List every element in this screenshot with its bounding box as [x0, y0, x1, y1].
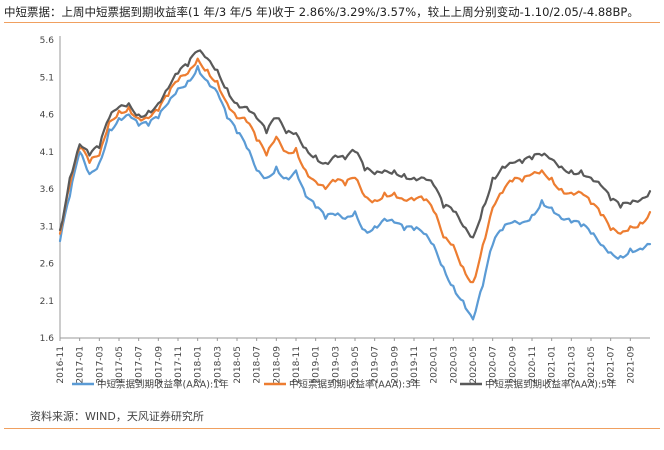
x-tick-label: 2020-03	[449, 346, 459, 384]
x-tick-label: 2018-09	[272, 346, 282, 384]
y-tick-label: 2.1	[40, 297, 54, 307]
x-tick-label: 2018-11	[292, 346, 302, 384]
chart-caption: 中短票据：上周中短票据到期收益率(1 年/3 年/5 年)收于 2.86%/3.…	[4, 5, 639, 19]
series-3y-line	[58, 57, 652, 284]
x-tick-label: 2019-11	[410, 346, 420, 384]
y-tick-label: 5.6	[40, 36, 55, 46]
x-tick-label: 2020-09	[508, 346, 518, 384]
x-tick-label: 2021-09	[626, 346, 636, 384]
x-tick-label: 2017-03	[95, 346, 105, 384]
x-tick-label: 2019-03	[331, 346, 341, 384]
x-tick-label: 2020-11	[528, 346, 538, 384]
x-tick-label: 2021-01	[548, 346, 558, 384]
y-tick-label: 4.1	[40, 148, 54, 158]
legend-label: 中短票据到期收益率(AAA):5年	[485, 379, 617, 391]
top-rule	[4, 22, 660, 23]
x-tick-label: 2019-05	[351, 346, 361, 384]
y-tick-label: 3.6	[40, 185, 55, 195]
series-5y-line	[58, 49, 652, 239]
source-note: 资料来源：WIND，天风证券研究所	[30, 410, 204, 423]
x-tick-label: 2018-07	[253, 346, 263, 384]
y-tick-label: 5.1	[40, 73, 54, 83]
x-tick-label: 2019-07	[371, 346, 381, 384]
x-tick-label: 2021-07	[607, 346, 617, 384]
x-tick-label: 2020-07	[489, 346, 499, 384]
x-tick-label: 2017-07	[135, 346, 145, 384]
y-tick-label: 1.6	[40, 334, 55, 344]
x-tick-label: 2017-05	[115, 346, 125, 384]
x-tick-label: 2017-11	[174, 346, 184, 384]
x-tick-label: 2019-01	[312, 346, 322, 384]
x-tick-label: 2018-01	[194, 346, 204, 384]
bottom-rule	[4, 428, 660, 429]
legend-item-1y: 中短票据到期收益率(AAA):1年	[72, 379, 229, 391]
legend-item-3y: 中短票据到期收益率(AAA):3年	[264, 379, 421, 391]
x-tick-label: 2016-11	[56, 346, 66, 384]
y-tick-label: 2.6	[40, 260, 55, 270]
legend-item-5y: 中短票据到期收益率(AAA):5年	[460, 379, 617, 391]
x-tick-label: 2017-01	[76, 346, 86, 384]
x-tick-label: 2021-03	[567, 346, 577, 384]
x-tick-label: 2018-03	[213, 346, 223, 384]
series-1y-line	[58, 65, 652, 321]
x-tick-label: 2018-05	[233, 346, 243, 384]
x-tick-label: 2021-05	[587, 346, 597, 384]
x-tick-label: 2019-09	[390, 346, 400, 384]
y-tick-label: 4.6	[40, 111, 55, 121]
legend-label: 中短票据到期收益率(AAA):3年	[289, 379, 421, 391]
x-tick-label: 2017-09	[154, 346, 164, 384]
x-tick-label: 2020-05	[469, 346, 479, 384]
x-tick-label: 2020-01	[430, 346, 440, 384]
y-tick-label: 3.1	[40, 222, 54, 232]
legend-label: 中短票据到期收益率(AAA):1年	[97, 379, 229, 391]
